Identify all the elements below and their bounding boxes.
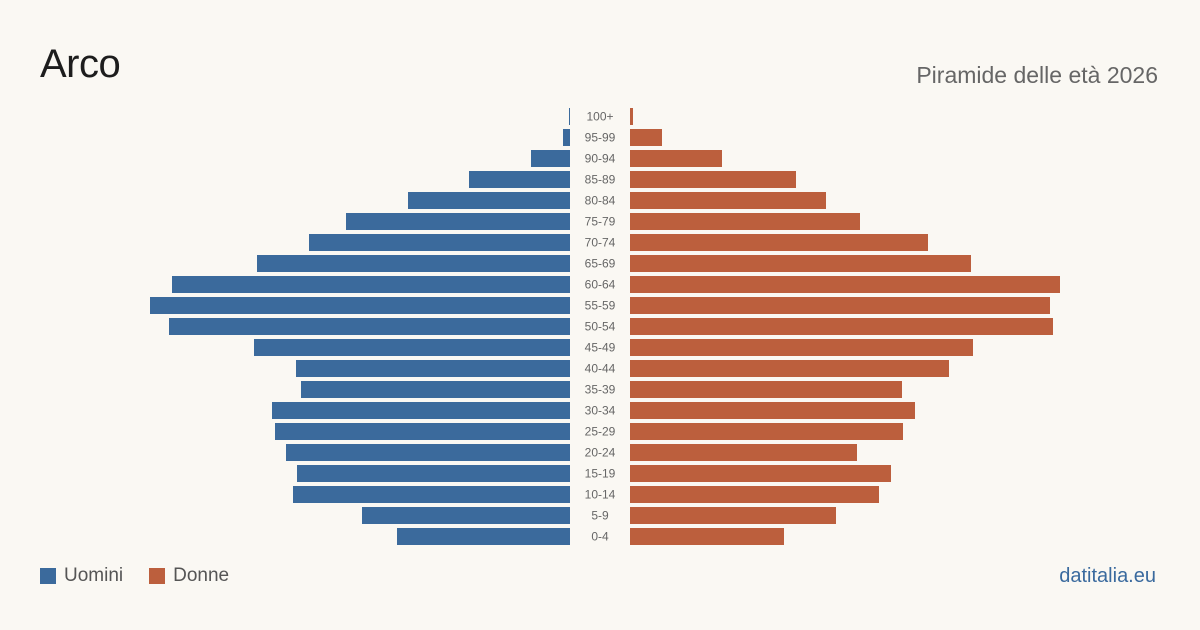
bar-women-0-4 [630, 528, 784, 545]
bar-men-0-4 [397, 528, 570, 545]
age-label-10-14: 10-14 [585, 488, 616, 502]
legend-label-women: Donne [173, 565, 230, 586]
legend-item-men: Uomini [40, 565, 123, 587]
age-label-35-39: 35-39 [585, 383, 616, 397]
bar-women-65-69 [630, 255, 971, 272]
bar-men-35-39 [301, 381, 570, 398]
bar-women-15-19 [630, 465, 891, 482]
bar-women-30-34 [630, 402, 915, 419]
chart-subtitle: Piramide delle età 2026 [916, 62, 1158, 88]
bar-men-85-89 [469, 171, 570, 188]
bar-men-95-99 [563, 129, 570, 146]
age-label-20-24: 20-24 [585, 446, 616, 460]
bar-women-25-29 [630, 423, 903, 440]
bar-women-40-44 [630, 360, 949, 377]
legend-label-men: Uomini [64, 565, 124, 586]
age-label-55-59: 55-59 [585, 299, 616, 313]
page-title: Arco [40, 42, 121, 86]
age-label-5-9: 5-9 [591, 509, 609, 523]
age-label-25-29: 25-29 [585, 425, 616, 439]
source-link[interactable]: datitalia.eu [1059, 565, 1156, 587]
age-label-80-84: 80-84 [585, 194, 616, 208]
bar-men-5-9 [362, 507, 570, 524]
bar-women-45-49 [630, 339, 973, 356]
bar-men-90-94 [531, 150, 570, 167]
bar-women-95-99 [630, 129, 662, 146]
bar-men-65-69 [257, 255, 570, 272]
age-label-45-49: 45-49 [585, 341, 616, 355]
bar-men-15-19 [297, 465, 570, 482]
bar-women-70-74 [630, 234, 928, 251]
bar-women-80-84 [630, 192, 826, 209]
bar-women-35-39 [630, 381, 902, 398]
chart-legend: Uomini Donne [40, 565, 255, 587]
bar-women-55-59 [630, 297, 1050, 314]
bar-women-5-9 [630, 507, 836, 524]
age-label-0-4: 0-4 [591, 530, 609, 544]
bar-men-75-79 [346, 213, 570, 230]
bar-women-75-79 [630, 213, 860, 230]
bar-men-100plus [569, 108, 570, 125]
bar-women-100plus [630, 108, 633, 125]
bar-men-25-29 [275, 423, 570, 440]
bar-men-20-24 [286, 444, 570, 461]
bar-men-10-14 [293, 486, 570, 503]
bar-women-85-89 [630, 171, 796, 188]
bar-men-70-74 [309, 234, 570, 251]
legend-swatch-men [40, 568, 56, 584]
age-label-40-44: 40-44 [585, 362, 616, 376]
bar-women-20-24 [630, 444, 857, 461]
age-label-90-94: 90-94 [585, 152, 616, 166]
age-label-70-74: 70-74 [585, 236, 616, 250]
bar-men-80-84 [408, 192, 570, 209]
age-label-65-69: 65-69 [585, 257, 616, 271]
age-label-30-34: 30-34 [585, 404, 616, 418]
bar-men-60-64 [172, 276, 570, 293]
age-label-100plus: 100+ [586, 110, 613, 124]
legend-item-women: Donne [149, 565, 229, 587]
bar-women-60-64 [630, 276, 1060, 293]
age-label-95-99: 95-99 [585, 131, 616, 145]
age-label-85-89: 85-89 [585, 173, 616, 187]
bar-men-55-59 [150, 297, 570, 314]
bar-men-50-54 [169, 318, 570, 335]
bar-men-40-44 [296, 360, 570, 377]
bar-women-10-14 [630, 486, 879, 503]
age-label-60-64: 60-64 [585, 278, 616, 292]
bar-men-30-34 [272, 402, 570, 419]
bar-women-90-94 [630, 150, 722, 167]
legend-swatch-women [149, 568, 166, 584]
bar-women-50-54 [630, 318, 1053, 335]
age-label-75-79: 75-79 [585, 215, 616, 229]
bar-men-45-49 [254, 339, 570, 356]
age-label-15-19: 15-19 [585, 467, 616, 481]
age-label-50-54: 50-54 [585, 320, 616, 334]
